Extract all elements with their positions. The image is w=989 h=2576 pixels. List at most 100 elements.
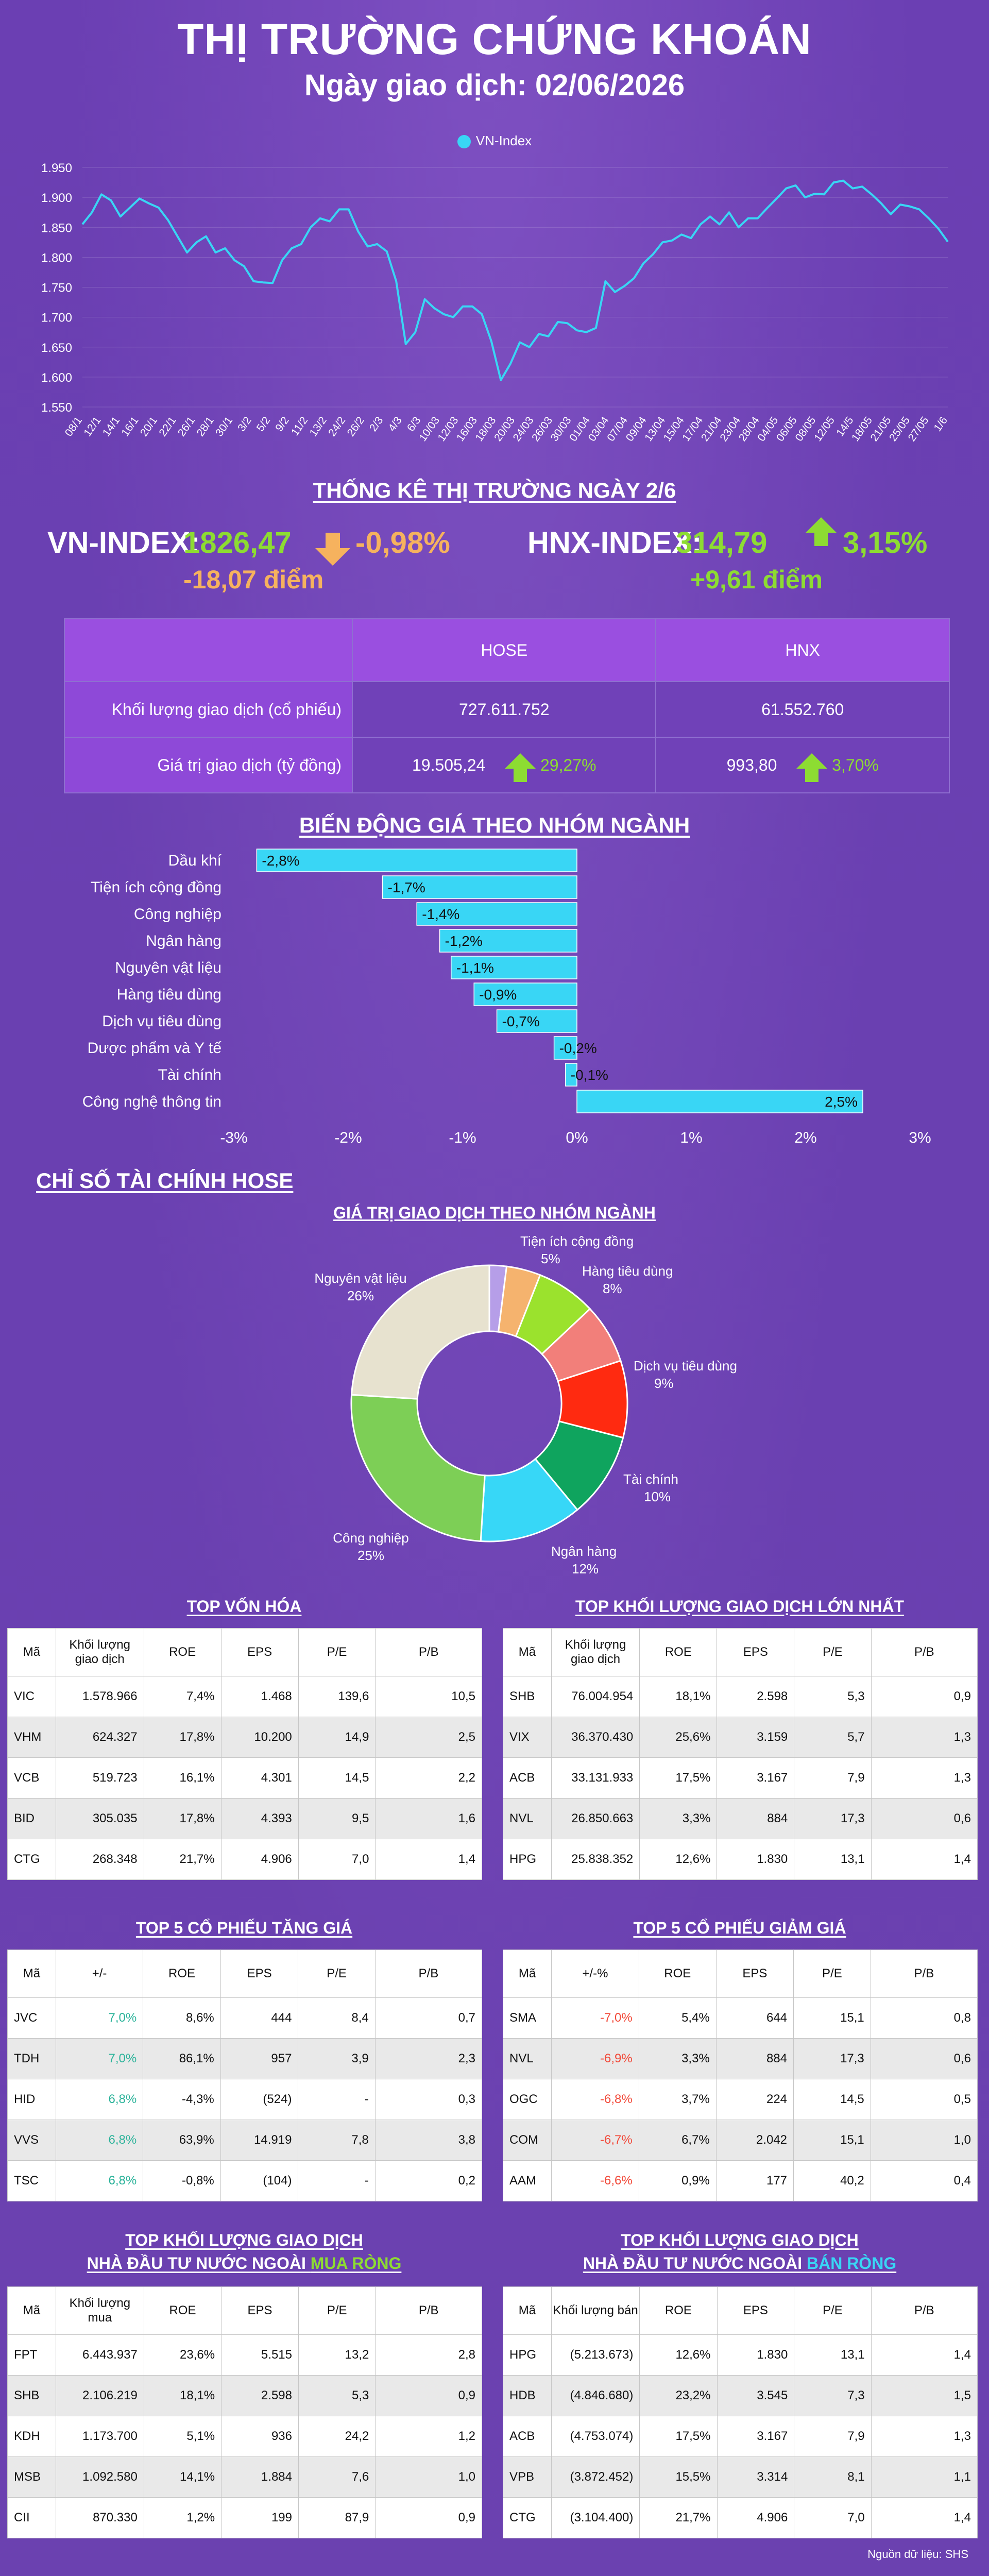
table-cell: 0,4 bbox=[870, 2160, 978, 2201]
table-cell: 76.004.954 bbox=[551, 1676, 640, 1717]
sector-data-label: -1,4% bbox=[422, 906, 459, 922]
stats-volume-hnx: 61.552.760 bbox=[655, 681, 950, 738]
page-title: THỊ TRƯỜNG CHỨNG KHOÁN bbox=[177, 15, 812, 63]
table-row: BID 305.035 17,8% 4.393 9,5 1,6 bbox=[7, 1798, 482, 1839]
column-header: P/E bbox=[298, 2286, 376, 2335]
table-row: SHB 2.106.219 18,1% 2.598 5,3 0,9 bbox=[7, 2375, 482, 2416]
table-row: ACB 33.131.933 17,5% 3.167 7,9 1,3 bbox=[503, 1757, 978, 1799]
table-cell: 14,5 bbox=[298, 1757, 376, 1799]
table-cell: 1,2% bbox=[143, 2497, 222, 2538]
column-header: Khối lượng giao dịch bbox=[551, 1628, 640, 1676]
sector-data-label: -1,1% bbox=[456, 960, 494, 976]
table-cell: 5,3 bbox=[298, 2375, 376, 2416]
table-cell: CII bbox=[7, 2497, 56, 2538]
donut-label-name: Dịch vụ tiêu dùng bbox=[634, 1358, 737, 1374]
table-title-line1: TOP KHỐI LƯỢNG GIAO DỊCH bbox=[125, 2231, 363, 2249]
table-cell: (524) bbox=[220, 2079, 299, 2120]
x-tick-label: 26/1 bbox=[176, 415, 197, 439]
hnx-index-arrow-up-icon bbox=[806, 517, 837, 546]
table-cell: 0,3 bbox=[374, 2079, 483, 2120]
table-cell: VIX bbox=[503, 1717, 552, 1758]
table-cell: 884 bbox=[715, 2038, 794, 2079]
table-row: FPT 6.443.937 23,6% 5.515 13,2 2,8 bbox=[7, 2334, 482, 2376]
table-cell: 1.830 bbox=[717, 2334, 795, 2376]
donut-label-pct: 5% bbox=[541, 1251, 560, 1266]
column-header: EPS bbox=[220, 1950, 299, 1998]
table-cell: 4.301 bbox=[220, 1757, 299, 1799]
table-cell: 36.370.430 bbox=[551, 1717, 640, 1758]
table-cell: 0,7 bbox=[374, 1997, 483, 2039]
table-cell: 0,9 bbox=[871, 1676, 978, 1717]
table-cell: 14,1% bbox=[143, 2456, 222, 2498]
sector-data-label: -0,1% bbox=[571, 1067, 608, 1083]
table-cell: 3,3% bbox=[639, 1798, 718, 1839]
table-cell: 7,9 bbox=[794, 1757, 872, 1799]
table-cell: OGC bbox=[502, 2079, 552, 2120]
legend-dot bbox=[457, 135, 471, 149]
table-cell: 86,1% bbox=[143, 2038, 221, 2079]
sector-label: Nguyên vật liệu bbox=[115, 959, 221, 976]
table-cell: 1.884 bbox=[221, 2456, 299, 2498]
table-cell: 5,3 bbox=[794, 1676, 872, 1717]
column-header: P/B bbox=[375, 1628, 482, 1676]
column-header: +/- bbox=[55, 1950, 144, 1998]
donut-label-name: Ngân hàng bbox=[551, 1544, 617, 1559]
table-cell: 305.035 bbox=[55, 1798, 144, 1839]
x-axis-tick: -3% bbox=[220, 1129, 247, 1146]
table-cell: 3.167 bbox=[717, 1757, 795, 1799]
table-cell: 7,0% bbox=[55, 1997, 144, 2039]
x-tick-label: 4/3 bbox=[386, 415, 404, 434]
sector-label: Dịch vụ tiêu dùng bbox=[102, 1013, 221, 1030]
table-cell: 870.330 bbox=[55, 2497, 144, 2538]
table-cell: 5.515 bbox=[221, 2334, 299, 2376]
table-cell: 2.042 bbox=[715, 2120, 794, 2161]
table-cell: 25.838.352 bbox=[551, 1839, 640, 1880]
table-cell: 1,4 bbox=[871, 2334, 978, 2376]
table-row: VCB 519.723 16,1% 4.301 14,5 2,2 bbox=[7, 1757, 482, 1799]
column-header: +/-% bbox=[551, 1950, 639, 1998]
table-cell: 3,3% bbox=[638, 2038, 717, 2079]
sector-label: Công nghiệp bbox=[134, 906, 221, 923]
table-cell: 7,8 bbox=[298, 2120, 376, 2161]
table-cell: 7,0% bbox=[55, 2038, 144, 2079]
table-cell: KDH bbox=[7, 2416, 56, 2457]
table-cell: -0,8% bbox=[143, 2160, 221, 2201]
table-row: HDB (4.846.680) 23,2% 3.545 7,3 1,5 bbox=[503, 2375, 978, 2416]
column-header: P/E bbox=[793, 1950, 871, 1998]
table-header-row: Mã +/- ROE EPS P/E P/B bbox=[7, 1950, 483, 1998]
x-tick-label: 12/05 bbox=[812, 415, 837, 444]
table-row: AAM -6,6% 0,9% 177 40,2 0,4 bbox=[502, 2160, 978, 2201]
table-cell: 444 bbox=[220, 1997, 299, 2039]
x-tick-label: 2/3 bbox=[367, 415, 386, 434]
table-cell: 268.348 bbox=[55, 1839, 144, 1880]
stats-volume-label: Khối lượng giao dịch (cổ phiếu) bbox=[63, 681, 353, 738]
table-cell: VHM bbox=[7, 1717, 56, 1758]
table-row: VIX 36.370.430 25,6% 3.159 5,7 1,3 bbox=[503, 1717, 978, 1758]
data-table-top-vol: Mã Khối lượng giao dịch ROE EPS P/E P/B SHB 76.… bbox=[503, 1628, 978, 1880]
table-cell: 1,4 bbox=[871, 1839, 978, 1880]
table-cell: 3.159 bbox=[717, 1717, 795, 1758]
table-row: KDH 1.173.700 5,1% 936 24,2 1,2 bbox=[7, 2416, 482, 2457]
table-cell: FPT bbox=[7, 2334, 56, 2376]
table-cell: 0,9 bbox=[375, 2375, 482, 2416]
vn-index-label: VN-INDEX: bbox=[47, 526, 200, 560]
table-cell: NVL bbox=[503, 1798, 552, 1839]
table-cell: 7,6 bbox=[298, 2456, 376, 2498]
sector-bar bbox=[382, 875, 577, 899]
sector-bar bbox=[576, 1090, 863, 1113]
table-cell: 15,1 bbox=[793, 2120, 871, 2161]
table-cell: 12,6% bbox=[639, 1839, 718, 1880]
column-header: P/B bbox=[871, 1628, 978, 1676]
x-axis-tick: 1% bbox=[680, 1129, 702, 1146]
column-header: EPS bbox=[220, 1628, 299, 1676]
stats-volume-hose: 727.611.752 bbox=[352, 681, 657, 738]
table-cell: 3,7% bbox=[638, 2079, 717, 2120]
table-cell: 224 bbox=[715, 2079, 794, 2120]
donut-label-pct: 10% bbox=[644, 1489, 671, 1504]
table-cell: HPG bbox=[503, 1839, 552, 1880]
column-header: Mã bbox=[503, 1628, 552, 1676]
sector-bar bbox=[473, 982, 577, 1006]
x-tick-label: 27/05 bbox=[906, 415, 931, 444]
table-cell: NVL bbox=[502, 2038, 552, 2079]
table-cell: 2.106.219 bbox=[55, 2375, 144, 2416]
